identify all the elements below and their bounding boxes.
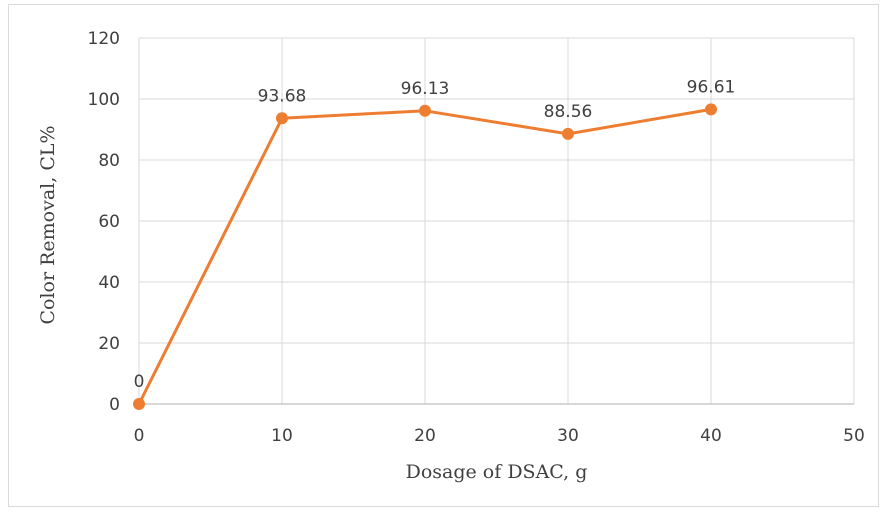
data-label: 96.13 [401, 79, 450, 99]
data-point [705, 103, 717, 116]
x-tick-label: 50 [843, 426, 865, 446]
x-tick-label: 10 [271, 426, 293, 446]
y-axis-title: Color Removal, CL% [37, 125, 59, 324]
x-tick-label: 40 [700, 426, 722, 446]
y-tick-label: 120 [88, 29, 120, 49]
data-labels: 0 93.68 96.13 88.56 96.61 [134, 77, 736, 392]
x-tick-label: 0 [134, 426, 145, 446]
data-point [133, 398, 145, 410]
y-axis-ticks: 0 20 40 60 80 100 120 [88, 29, 120, 415]
data-point [276, 112, 288, 125]
y-tick-label: 60 [98, 212, 120, 232]
data-label: 88.56 [544, 102, 593, 122]
data-label: 96.61 [687, 77, 736, 97]
x-tick-label: 30 [557, 426, 579, 446]
data-label: 0 [134, 372, 145, 392]
data-label: 93.68 [258, 86, 307, 106]
x-tick-label: 20 [414, 426, 436, 446]
series-color-removal [133, 103, 717, 410]
x-axis-title: Dosage of DSAC, g [406, 461, 588, 483]
gridlines [138, 37, 855, 404]
y-tick-label: 20 [98, 334, 120, 354]
data-point [419, 104, 431, 117]
y-tick-label: 80 [98, 151, 120, 171]
y-tick-label: 0 [109, 395, 120, 415]
x-axis-ticks: 0 10 20 30 40 50 [134, 426, 865, 446]
y-tick-label: 100 [88, 90, 120, 110]
chart-area [8, 4, 879, 507]
y-tick-label: 40 [98, 273, 120, 293]
data-point [562, 127, 574, 140]
